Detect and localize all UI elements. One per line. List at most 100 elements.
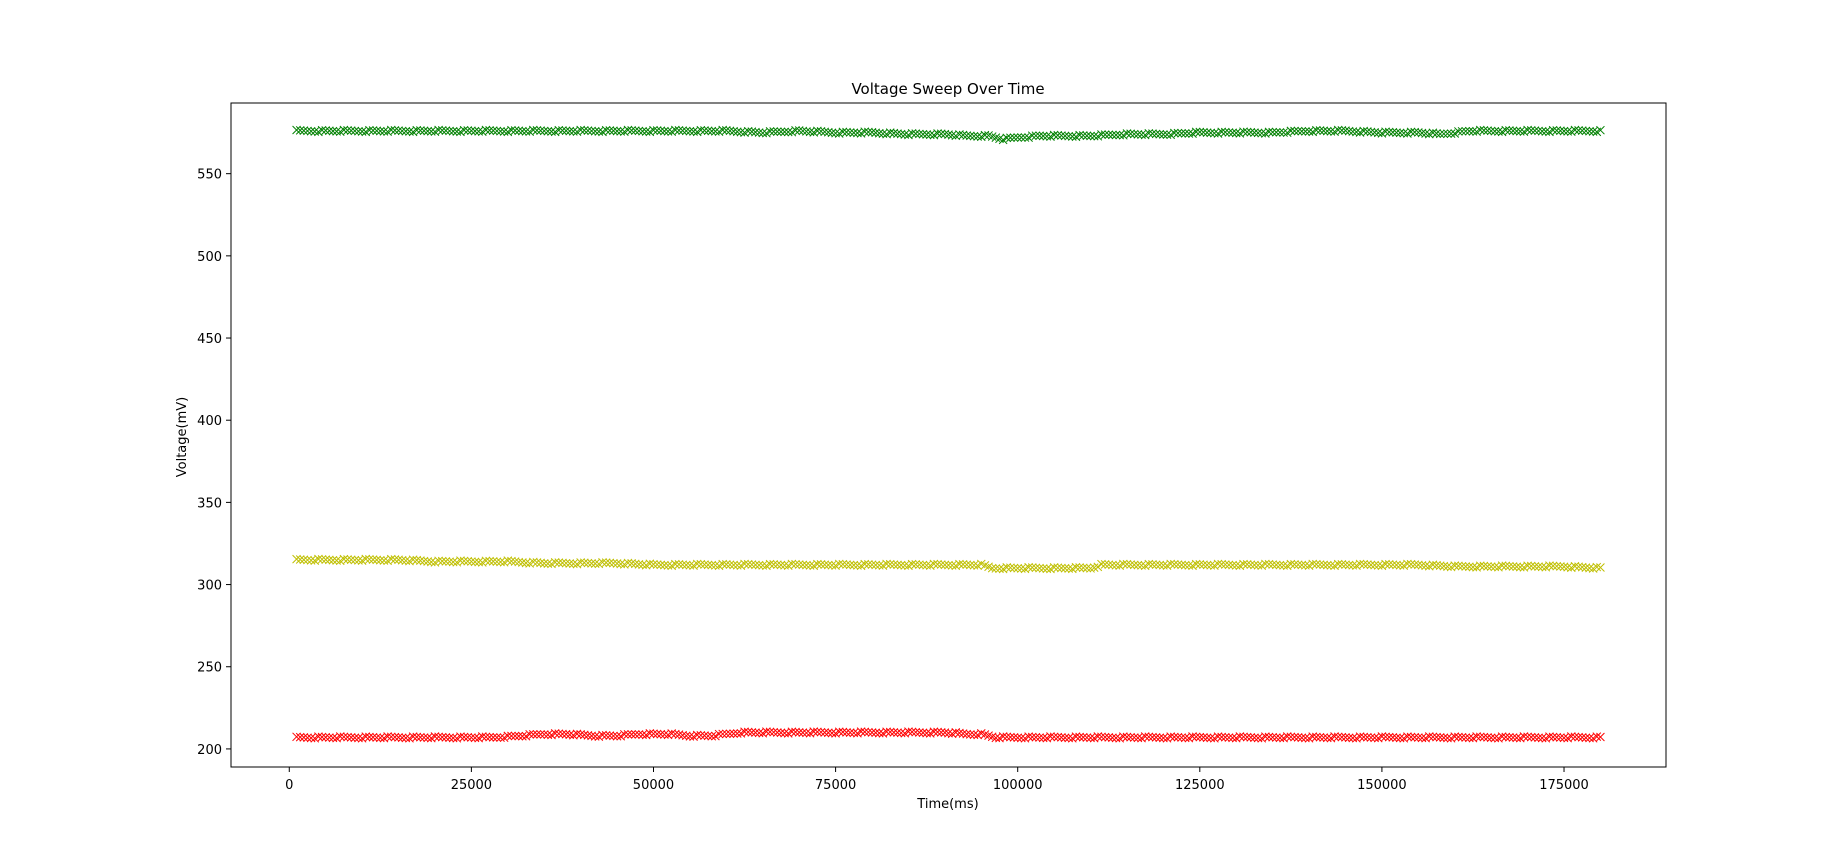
data-point [1508, 562, 1518, 571]
data-point [1104, 130, 1114, 140]
data-point [802, 728, 811, 738]
data-point [1133, 130, 1143, 139]
data-point [467, 557, 476, 566]
data-point [820, 560, 830, 570]
data-point [1545, 561, 1554, 570]
data-point [609, 731, 618, 741]
data-point [561, 729, 571, 739]
data-point [1330, 732, 1339, 741]
data-point [813, 727, 822, 737]
data-point [1057, 733, 1066, 742]
data-point [601, 558, 611, 567]
data-point [700, 560, 709, 569]
data-point [1224, 128, 1234, 137]
data-point [962, 131, 972, 140]
data-point [849, 560, 859, 570]
data-point [1406, 732, 1416, 742]
data-point [1144, 128, 1154, 138]
data-point [383, 732, 392, 741]
data-point [361, 732, 371, 742]
data-point [882, 727, 891, 737]
data-point [579, 125, 589, 135]
data-point [412, 732, 422, 742]
x-tick-label: 0 [285, 778, 293, 793]
data-point [1468, 562, 1478, 572]
data-point [689, 127, 698, 136]
x-tick-label: 25000 [451, 778, 492, 793]
data-point [965, 730, 975, 739]
data-point [1479, 125, 1489, 135]
data-point [1108, 560, 1117, 570]
data-point [714, 729, 724, 739]
data-point [1126, 129, 1135, 139]
data-point [1505, 126, 1514, 135]
data-point [1388, 733, 1398, 742]
data-point [703, 731, 713, 741]
data-point [375, 555, 385, 565]
data-point [1552, 732, 1562, 742]
data-point [324, 555, 334, 565]
data-point [1505, 561, 1514, 571]
data-point [780, 728, 789, 738]
data-point [1403, 732, 1412, 742]
data-point [813, 559, 822, 569]
data-point [838, 559, 848, 569]
data-point [864, 560, 873, 569]
data-point [1574, 562, 1583, 572]
data-point [445, 557, 454, 567]
data-point [1457, 732, 1467, 742]
data-point [561, 126, 571, 136]
data-point [295, 125, 305, 135]
data-point [372, 555, 382, 565]
data-point [343, 555, 352, 564]
data-point [1286, 732, 1296, 742]
data-point [550, 729, 560, 738]
data-point [616, 559, 626, 569]
data-point [408, 555, 418, 565]
data-point [1089, 563, 1099, 572]
data-point [583, 731, 593, 740]
data-point [707, 560, 717, 570]
x-tick-label: 125000 [1175, 778, 1225, 793]
data-point [518, 558, 527, 567]
data-point [401, 126, 411, 136]
data-point [678, 126, 687, 135]
x-tick-label: 100000 [993, 778, 1043, 793]
data-point [448, 733, 458, 743]
data-point [798, 126, 808, 136]
data-point [1432, 560, 1441, 570]
data-point [1071, 732, 1081, 742]
data-point [940, 728, 950, 737]
data-point [1042, 564, 1052, 574]
data-point [1078, 563, 1088, 573]
data-point [372, 126, 382, 136]
data-point [350, 733, 360, 743]
data-point [1060, 733, 1070, 743]
data-point [1180, 129, 1190, 138]
data-point [1231, 561, 1241, 570]
data-point [572, 729, 582, 739]
data-point [558, 558, 567, 568]
data-point [754, 128, 764, 137]
data-point [1421, 561, 1430, 571]
data-point [1053, 130, 1063, 140]
data-point [711, 561, 720, 570]
data-point [554, 729, 564, 739]
data-point [1231, 128, 1241, 138]
data-point [1235, 732, 1245, 741]
data-point [1133, 560, 1143, 570]
data-point [670, 125, 680, 135]
data-point [1049, 563, 1059, 572]
data-point [1486, 562, 1496, 571]
data-point [1523, 732, 1532, 742]
data-point [1097, 732, 1106, 742]
data-point [765, 127, 775, 136]
data-point [1552, 561, 1562, 571]
data-point [962, 729, 972, 739]
data-point [772, 560, 782, 570]
data-point [1111, 560, 1121, 570]
data-point [860, 727, 870, 737]
data-point [955, 559, 964, 569]
data-point [700, 126, 709, 135]
data-point [619, 729, 629, 739]
